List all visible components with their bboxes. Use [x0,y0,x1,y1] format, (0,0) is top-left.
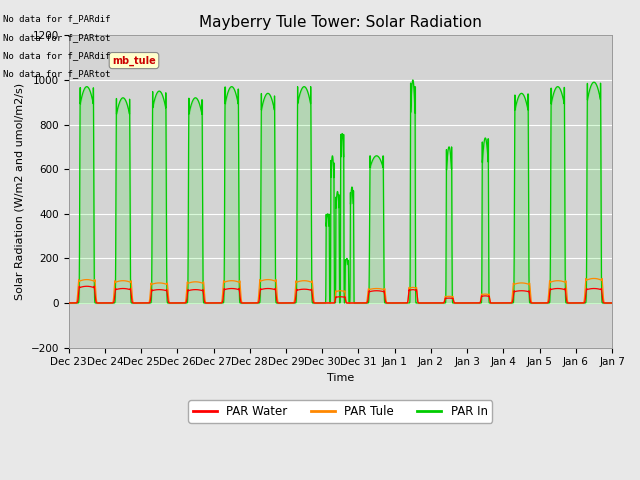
PAR Tule [250,300,257,306]
PAR Water [477,294,485,300]
PAR Water [579,300,586,306]
PAR In [65,300,72,306]
PAR Tule [463,300,471,306]
Y-axis label: Solar Radiation (W/m2 and umol/m2/s): Solar Radiation (W/m2 and umol/m2/s) [15,83,25,300]
PAR In [477,300,485,306]
PAR Tule [579,300,586,306]
PAR Water [462,300,470,306]
PAR Water [65,300,72,306]
PAR Tule [477,293,485,299]
Line: PAR Tule: PAR Tule [68,278,612,303]
PAR Tule [462,300,470,306]
X-axis label: Time: Time [327,373,354,383]
Text: mb_tule: mb_tule [112,55,156,66]
PAR Water [608,300,616,306]
PAR In [586,88,593,94]
PAR In [322,285,330,291]
Text: No data for f_PARdif: No data for f_PARdif [3,51,111,60]
PAR Water [83,283,91,289]
PAR In [409,77,417,83]
PAR In [579,300,586,306]
PAR Water [586,286,593,292]
PAR In [608,300,616,306]
PAR Water [250,300,257,306]
Title: Mayberry Tule Tower: Solar Radiation: Mayberry Tule Tower: Solar Radiation [199,15,482,30]
Line: PAR In: PAR In [68,80,612,303]
PAR Water [463,300,471,306]
Text: No data for f_PARtot: No data for f_PARtot [3,69,111,78]
Legend: PAR Water, PAR Tule, PAR In: PAR Water, PAR Tule, PAR In [188,400,492,423]
PAR Tule [590,276,598,281]
Text: No data for f_PARtot: No data for f_PARtot [3,33,111,42]
PAR Tule [586,276,593,282]
PAR In [421,300,429,306]
PAR Tule [65,300,72,306]
PAR In [462,300,470,306]
PAR Water [322,300,330,306]
PAR In [250,300,257,306]
PAR Tule [608,300,616,306]
Text: No data for f_PARdif: No data for f_PARdif [3,14,111,24]
PAR Tule [322,300,330,306]
Line: PAR Water: PAR Water [68,286,612,303]
